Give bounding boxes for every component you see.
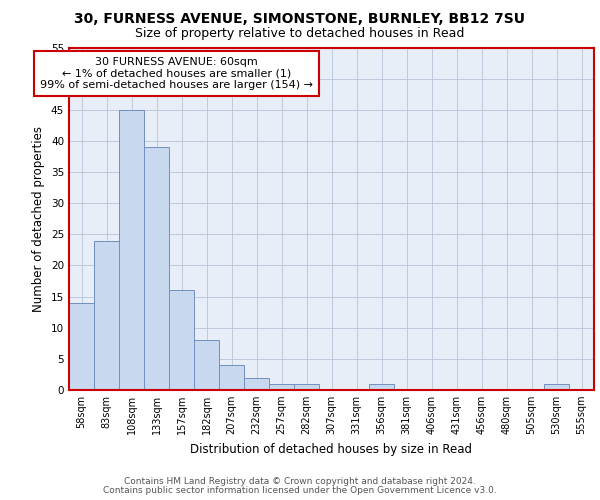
- Bar: [194, 340, 219, 390]
- Bar: [219, 365, 244, 390]
- Text: Contains public sector information licensed under the Open Government Licence v3: Contains public sector information licen…: [103, 486, 497, 495]
- Bar: [169, 290, 194, 390]
- Text: 30 FURNESS AVENUE: 60sqm
← 1% of detached houses are smaller (1)
99% of semi-det: 30 FURNESS AVENUE: 60sqm ← 1% of detache…: [40, 57, 313, 90]
- Bar: [69, 303, 94, 390]
- X-axis label: Distribution of detached houses by size in Read: Distribution of detached houses by size …: [191, 442, 473, 456]
- Y-axis label: Number of detached properties: Number of detached properties: [32, 126, 46, 312]
- Text: Size of property relative to detached houses in Read: Size of property relative to detached ho…: [136, 28, 464, 40]
- Bar: [294, 384, 319, 390]
- Bar: [119, 110, 144, 390]
- Bar: [94, 240, 119, 390]
- Text: Contains HM Land Registry data © Crown copyright and database right 2024.: Contains HM Land Registry data © Crown c…: [124, 477, 476, 486]
- Text: 30, FURNESS AVENUE, SIMONSTONE, BURNLEY, BB12 7SU: 30, FURNESS AVENUE, SIMONSTONE, BURNLEY,…: [74, 12, 526, 26]
- Bar: [544, 384, 569, 390]
- Bar: [369, 384, 394, 390]
- Bar: [144, 147, 169, 390]
- Bar: [244, 378, 269, 390]
- Bar: [269, 384, 294, 390]
